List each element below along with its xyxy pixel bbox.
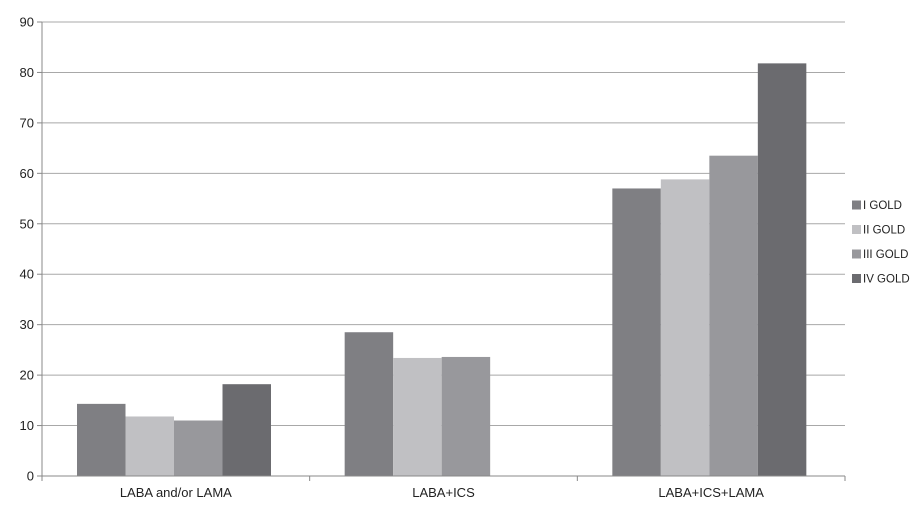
y-tick-label: 80 [20, 65, 34, 80]
bar-iv-gold-1 [222, 384, 271, 476]
bar-ii-gold-1 [125, 416, 174, 476]
gridlines [42, 21, 845, 427]
bar-ii-gold-2 [393, 357, 442, 476]
bar-ii-gold-3 [660, 179, 710, 477]
bar-iii-gold-3 [709, 155, 758, 476]
y-tick-label: 60 [20, 166, 34, 181]
legend-swatch [852, 274, 861, 283]
legend-swatch [852, 225, 861, 234]
bar-iii-gold-2 [441, 356, 491, 476]
y-tick-label: 70 [20, 115, 34, 130]
y-tick-label: 10 [20, 418, 34, 433]
y-tick-label: 40 [20, 267, 34, 282]
y-tick-label: 50 [20, 216, 34, 231]
x-category-label: LABA+ICS [412, 485, 475, 500]
legend-label: IV GOLD [863, 274, 910, 286]
legend-label: I GOLD [863, 200, 902, 212]
y-tick-label: 20 [20, 368, 34, 383]
x-category-label: LABA+ICS+LAMA [658, 485, 764, 500]
bar-iii-gold-1 [174, 420, 223, 476]
legend-label: II GOLD [863, 225, 905, 237]
axes: 0 10 20 30 40 50 60 70 80 90 LABA and/or LAMA LABA+… [20, 15, 846, 500]
legend-swatch [852, 249, 861, 259]
bar-iv-gold-3 [757, 63, 807, 477]
legend-swatch [852, 200, 861, 210]
bar-i-gold-3 [612, 188, 661, 476]
y-tick-label: 0 [27, 469, 34, 484]
legend-label: III GOLD [863, 249, 908, 261]
y-tick-label: 90 [20, 15, 34, 30]
legend: I GOLD II GOLD III GOLD IV GOLD [852, 200, 910, 286]
bars [77, 63, 807, 477]
x-category-label: LABA and/or LAMA [120, 485, 232, 500]
bar-i-gold-2 [344, 332, 394, 476]
bar-i-gold-1 [77, 403, 126, 476]
y-tick-label: 30 [20, 317, 34, 332]
